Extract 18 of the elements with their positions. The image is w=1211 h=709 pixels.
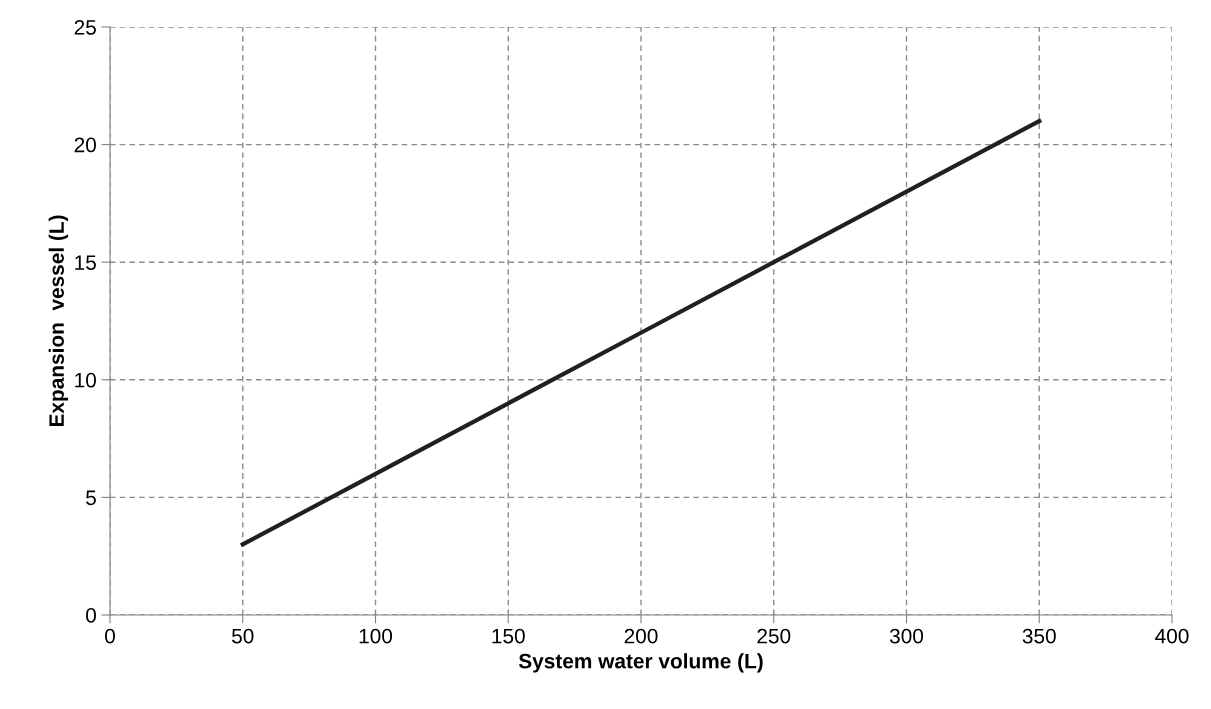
x-tick-label: 250	[757, 628, 791, 644]
x-tick-label: 100	[359, 628, 393, 644]
y-tick-label: 5	[86, 490, 96, 506]
line-series	[240, 118, 1042, 547]
y-tick-label: 15	[75, 255, 96, 270]
y-tick-label: 25	[74, 20, 96, 35]
x-tick-label: 300	[889, 628, 924, 644]
x-tick-label: 400	[1155, 628, 1189, 644]
y-tick-label: 20	[74, 137, 96, 153]
x-tick-label: 200	[624, 628, 658, 644]
x-tick-label: 150	[492, 628, 525, 644]
x-tick-label: 350	[1022, 628, 1056, 644]
x-tick-label: 0	[105, 628, 115, 644]
y-tick-label: 0	[86, 608, 96, 623]
x-tick-label: 50	[232, 628, 254, 644]
x-axis-title: System water volume (L)	[518, 653, 763, 673]
y-axis-title: Expansion vessel (L)	[48, 215, 69, 427]
y-tick-label: 10	[75, 372, 96, 388]
